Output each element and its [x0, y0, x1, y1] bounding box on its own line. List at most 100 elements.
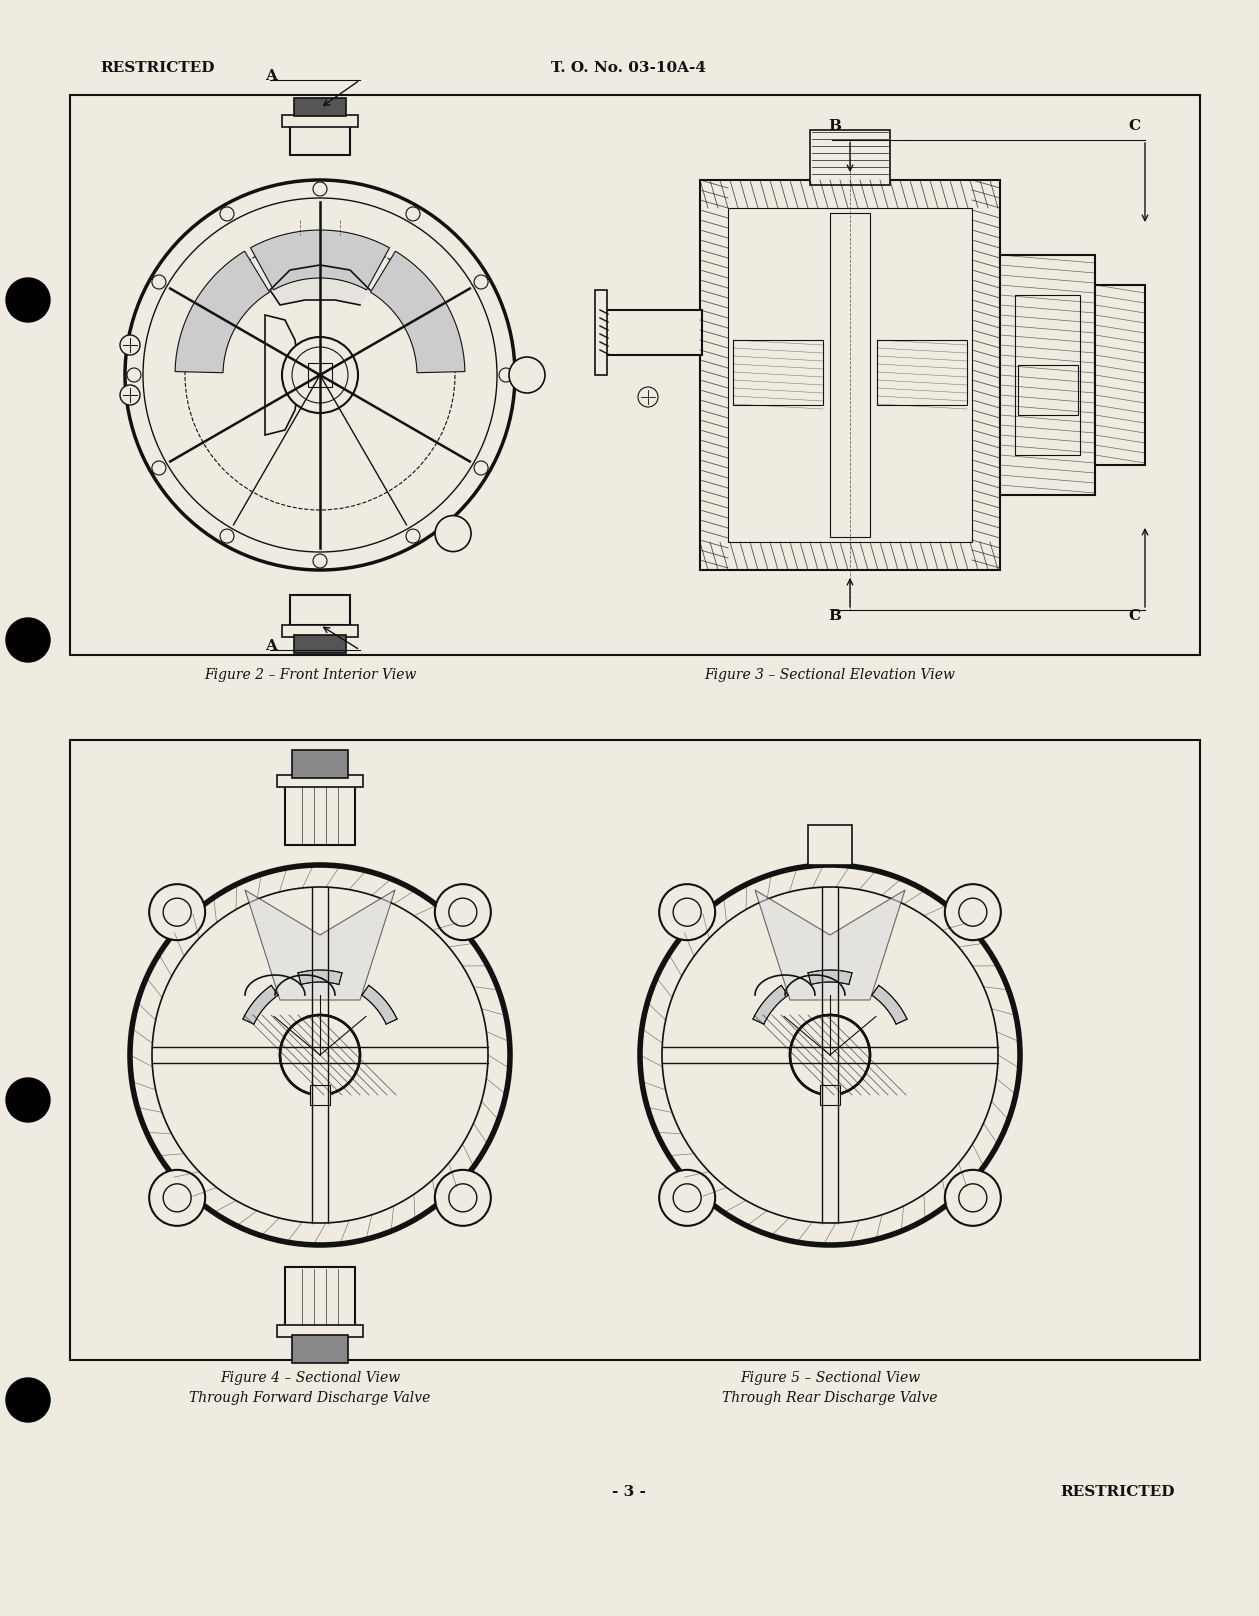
- Text: B: B: [828, 120, 841, 133]
- Circle shape: [6, 1378, 50, 1422]
- Circle shape: [475, 275, 488, 289]
- Circle shape: [164, 1185, 191, 1212]
- Circle shape: [449, 1185, 477, 1212]
- Circle shape: [127, 368, 141, 381]
- Text: B: B: [828, 609, 841, 624]
- Circle shape: [313, 554, 327, 567]
- Circle shape: [149, 884, 205, 941]
- Bar: [808, 826, 852, 865]
- Circle shape: [789, 1015, 870, 1096]
- Bar: [71, 740, 1200, 1361]
- Circle shape: [220, 528, 234, 543]
- Bar: [830, 213, 870, 537]
- Polygon shape: [246, 890, 395, 1000]
- Text: - 3 -: - 3 -: [612, 1485, 646, 1500]
- Bar: [1000, 255, 1095, 494]
- Circle shape: [279, 1015, 360, 1096]
- Circle shape: [6, 278, 50, 322]
- Text: Figure 5 – Sectional View: Figure 5 – Sectional View: [740, 1370, 920, 1385]
- Polygon shape: [361, 986, 397, 1025]
- Text: A: A: [264, 638, 277, 653]
- Bar: [285, 1267, 355, 1327]
- Circle shape: [120, 335, 140, 356]
- Bar: [601, 310, 703, 356]
- Circle shape: [405, 207, 421, 221]
- Polygon shape: [269, 265, 370, 305]
- Bar: [282, 115, 358, 128]
- Text: RESTRICTED: RESTRICTED: [1060, 1485, 1175, 1500]
- Circle shape: [434, 884, 491, 941]
- Bar: [282, 625, 358, 637]
- Circle shape: [292, 347, 347, 402]
- Bar: [596, 289, 607, 375]
- Circle shape: [660, 884, 715, 941]
- Circle shape: [959, 1185, 987, 1212]
- Bar: [71, 95, 1200, 654]
- Circle shape: [164, 898, 191, 926]
- Circle shape: [434, 1170, 491, 1227]
- Text: RESTRICTED: RESTRICTED: [99, 61, 214, 74]
- Bar: [1015, 296, 1080, 456]
- Circle shape: [959, 898, 987, 926]
- Polygon shape: [298, 970, 342, 984]
- Circle shape: [313, 183, 327, 196]
- Bar: [733, 339, 823, 406]
- Circle shape: [149, 1170, 205, 1227]
- Text: Through Forward Discharge Valve: Through Forward Discharge Valve: [189, 1391, 431, 1404]
- Text: C: C: [1128, 609, 1141, 624]
- Polygon shape: [872, 986, 906, 1025]
- Bar: [290, 595, 350, 625]
- Bar: [820, 1084, 840, 1105]
- Bar: [295, 99, 346, 116]
- Bar: [292, 750, 347, 777]
- Bar: [700, 179, 1000, 570]
- Polygon shape: [175, 250, 269, 373]
- Text: Figure 3 – Sectional Elevation View: Figure 3 – Sectional Elevation View: [705, 667, 956, 682]
- Bar: [878, 339, 967, 406]
- Bar: [290, 124, 350, 155]
- Bar: [277, 1325, 363, 1336]
- Circle shape: [944, 884, 1001, 941]
- Bar: [1095, 284, 1144, 465]
- Text: A: A: [264, 69, 277, 82]
- Polygon shape: [370, 250, 465, 373]
- Circle shape: [282, 338, 358, 414]
- Bar: [728, 208, 972, 541]
- Circle shape: [475, 461, 488, 475]
- Text: Figure 4 – Sectional View: Figure 4 – Sectional View: [220, 1370, 400, 1385]
- Circle shape: [152, 275, 166, 289]
- Circle shape: [499, 368, 512, 381]
- Text: C: C: [1128, 120, 1141, 133]
- Circle shape: [449, 898, 477, 926]
- Circle shape: [152, 461, 166, 475]
- Polygon shape: [251, 229, 389, 289]
- Bar: [295, 635, 346, 653]
- Circle shape: [6, 617, 50, 663]
- Circle shape: [120, 385, 140, 406]
- Polygon shape: [243, 986, 278, 1025]
- Text: Through Rear Discharge Valve: Through Rear Discharge Valve: [723, 1391, 938, 1404]
- Polygon shape: [808, 970, 852, 984]
- Circle shape: [660, 1170, 715, 1227]
- Circle shape: [638, 386, 658, 407]
- Text: Figure 2 – Front Interior View: Figure 2 – Front Interior View: [204, 667, 417, 682]
- Circle shape: [436, 516, 471, 551]
- Circle shape: [6, 1078, 50, 1122]
- Polygon shape: [755, 890, 905, 1000]
- Polygon shape: [264, 315, 300, 435]
- Circle shape: [220, 207, 234, 221]
- Bar: [285, 785, 355, 845]
- Polygon shape: [753, 986, 788, 1025]
- Circle shape: [944, 1170, 1001, 1227]
- Bar: [810, 129, 890, 184]
- Circle shape: [674, 1185, 701, 1212]
- Text: T. O. No. 03-10A-4: T. O. No. 03-10A-4: [551, 61, 706, 74]
- Bar: [292, 1335, 347, 1362]
- Circle shape: [674, 898, 701, 926]
- Bar: [308, 364, 332, 386]
- Bar: [1019, 365, 1078, 415]
- Bar: [310, 1084, 330, 1105]
- Circle shape: [405, 528, 421, 543]
- Circle shape: [509, 357, 545, 393]
- Bar: [277, 776, 363, 787]
